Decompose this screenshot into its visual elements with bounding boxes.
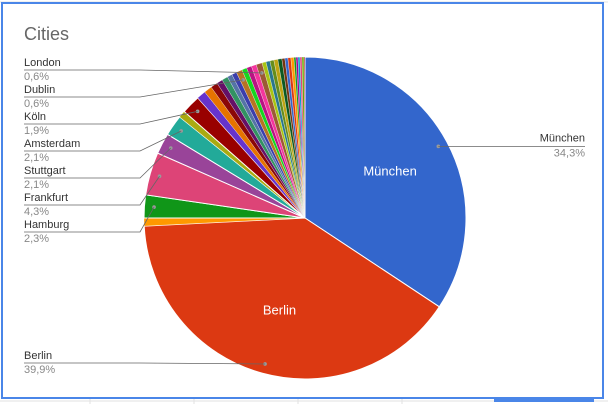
outside-value: 2,3% <box>24 233 49 245</box>
outside-value: 39,9% <box>24 364 55 376</box>
outside-value: 0,6% <box>24 98 49 110</box>
leader-dot <box>263 362 267 366</box>
outside-label: Amsterdam <box>24 138 80 150</box>
leader-line <box>24 69 262 74</box>
outside-value: 2,1% <box>24 179 49 191</box>
leader-line <box>24 110 198 125</box>
labels: München München 34,3% Berlin Berlin 39,9% Hamb… <box>24 57 585 376</box>
slice-label: Berlin <box>263 303 296 318</box>
outside-label: München <box>540 132 585 144</box>
outside-label: Hamburg <box>24 219 69 231</box>
outside-label: London <box>24 57 61 69</box>
leader-line <box>24 176 160 206</box>
outside-value: 1,9% <box>24 125 49 137</box>
slice-label: München <box>363 164 416 179</box>
outside-value: 34,3% <box>554 147 585 159</box>
leader-line <box>24 79 244 98</box>
outside-label: Köln <box>24 111 46 123</box>
leader-line <box>24 362 266 365</box>
outside-label: Dublin <box>24 84 55 96</box>
outside-label: Stuttgart <box>24 165 66 177</box>
outside-value: 0,6% <box>24 71 49 83</box>
chart-title: Cities <box>24 24 69 44</box>
pie-slice <box>303 56 306 219</box>
leader-dot <box>241 78 245 82</box>
pie <box>143 56 467 380</box>
leader-line <box>24 206 155 233</box>
outside-label: Berlin <box>24 350 52 362</box>
outside-value: 4,3% <box>24 206 49 218</box>
selection-handle <box>494 398 594 402</box>
outside-value: 2,1% <box>24 152 49 164</box>
leader-line <box>24 130 182 152</box>
pie-slice <box>143 217 440 380</box>
outside-label: Frankfurt <box>24 192 68 204</box>
leader-line <box>24 147 172 179</box>
